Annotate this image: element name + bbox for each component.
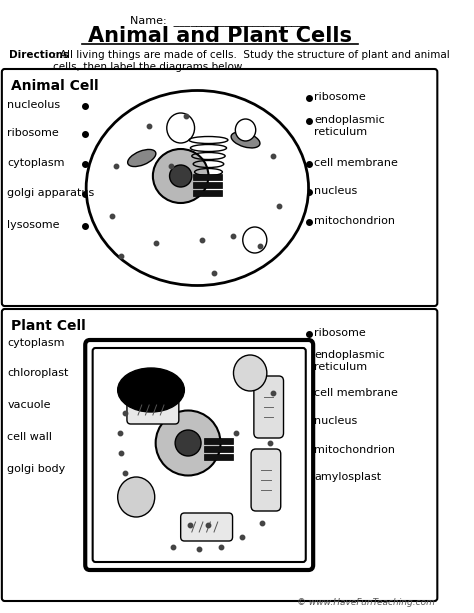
FancyBboxPatch shape (254, 376, 283, 438)
Text: mitochondrion: mitochondrion (314, 216, 395, 226)
Bar (193, 182, 222, 188)
Text: cytoplasm: cytoplasm (8, 338, 65, 348)
Bar (204, 438, 234, 444)
Text: Animal Cell: Animal Cell (11, 79, 99, 93)
Text: amylosplast: amylosplast (314, 472, 381, 482)
Ellipse shape (175, 430, 201, 456)
Text: ribosome: ribosome (314, 328, 366, 338)
Text: lysosome: lysosome (8, 220, 60, 230)
Bar (204, 446, 234, 452)
Text: endoplasmic
reticulum: endoplasmic reticulum (314, 350, 385, 371)
Text: Animal and Plant Cells: Animal and Plant Cells (88, 26, 352, 46)
FancyBboxPatch shape (92, 348, 306, 562)
FancyBboxPatch shape (251, 449, 281, 511)
Circle shape (234, 355, 267, 391)
Text: vacuole: vacuole (8, 400, 51, 410)
Text: endoplasmic
reticulum: endoplasmic reticulum (314, 115, 385, 137)
Text: ribosome: ribosome (8, 128, 59, 138)
FancyBboxPatch shape (127, 396, 179, 424)
Text: ribosome: ribosome (314, 92, 366, 102)
Ellipse shape (231, 132, 260, 148)
Circle shape (118, 477, 155, 517)
Text: mitochondrion: mitochondrion (314, 445, 395, 455)
Ellipse shape (86, 91, 309, 286)
Ellipse shape (155, 411, 220, 476)
Text: Plant Cell: Plant Cell (11, 319, 86, 333)
Ellipse shape (153, 149, 209, 203)
FancyBboxPatch shape (85, 340, 313, 570)
FancyBboxPatch shape (2, 69, 438, 306)
Circle shape (167, 113, 194, 143)
Text: : All living things are made of cells.  Study the structure of plant and animal : : All living things are made of cells. S… (53, 50, 449, 72)
Text: cell wall: cell wall (8, 432, 53, 442)
Text: golgi body: golgi body (8, 464, 66, 474)
FancyBboxPatch shape (2, 309, 438, 601)
Text: © www.HaveFunTeaching.com: © www.HaveFunTeaching.com (297, 598, 435, 607)
Text: Directions: Directions (9, 50, 69, 60)
Ellipse shape (128, 150, 156, 167)
Ellipse shape (170, 165, 192, 187)
Text: cell membrane: cell membrane (314, 388, 398, 398)
Circle shape (235, 119, 255, 141)
Text: cytoplasm: cytoplasm (8, 158, 65, 168)
Bar (193, 190, 222, 196)
Text: Name:  ________________________: Name: ________________________ (130, 15, 309, 26)
Text: nucleus: nucleus (314, 186, 357, 196)
Text: golgi apparatus: golgi apparatus (8, 188, 95, 198)
FancyBboxPatch shape (181, 513, 233, 541)
Text: chloroplast: chloroplast (8, 368, 69, 378)
Bar (193, 174, 222, 180)
Bar (204, 454, 234, 460)
Text: nucleus: nucleus (314, 416, 357, 426)
Text: nucleolus: nucleolus (8, 100, 61, 110)
Circle shape (243, 227, 267, 253)
Ellipse shape (118, 368, 184, 412)
Text: cell membrane: cell membrane (314, 158, 398, 168)
